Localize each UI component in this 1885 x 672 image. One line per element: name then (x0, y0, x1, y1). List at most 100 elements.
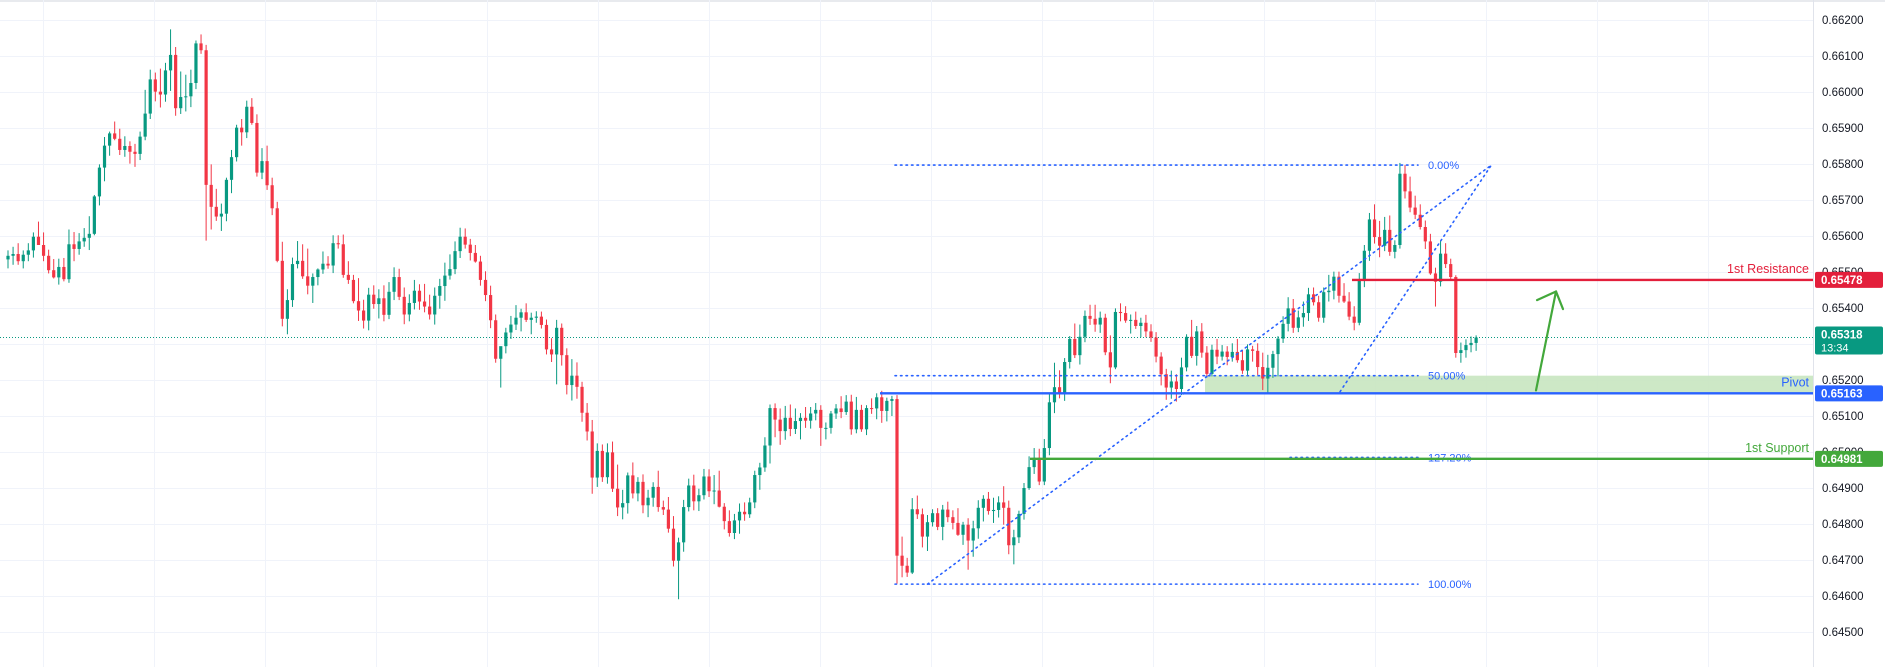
candle-body (270, 185, 274, 209)
candle-body (768, 408, 772, 446)
candle-body (189, 83, 193, 97)
candle-body (1144, 322, 1148, 332)
candle-body (433, 295, 437, 315)
fib-level-label: 100.00% (1428, 579, 1472, 591)
candle-body (656, 486, 660, 508)
price-tag-1st-support[interactable]: 0.64981 (1815, 450, 1883, 467)
candle-body (575, 375, 579, 387)
candle-body (458, 236, 462, 252)
price-tag-pivot-text: 0.65163 (1821, 388, 1863, 400)
candle-body (1444, 253, 1448, 265)
candle-body (16, 254, 20, 262)
candle-body (712, 490, 716, 492)
candle-body (798, 417, 803, 422)
candle-body (102, 145, 107, 168)
candle-body (158, 91, 162, 95)
candle-body (489, 295, 493, 321)
candle-body (214, 206, 218, 217)
candle-body (21, 254, 25, 262)
candle-body (1129, 319, 1133, 321)
candle-body (473, 252, 477, 262)
price-tag-1st-resistance[interactable]: 0.65478 (1815, 271, 1883, 288)
candle-body (138, 136, 142, 154)
candle-body (1103, 317, 1107, 353)
candle-body (1433, 273, 1438, 282)
candle-body (41, 245, 46, 256)
candle-body (224, 179, 229, 214)
candle-body (168, 54, 173, 71)
candle-body (1179, 367, 1184, 389)
candle-body (585, 412, 589, 432)
level-name-label: Pivot (1781, 375, 1809, 389)
price-axis[interactable]: 0.66200 0.66100 0.66000 0.65900 0.65800 0.657… (1815, 15, 1883, 639)
candle-body (1286, 308, 1290, 324)
candle-body (412, 290, 416, 303)
candle-body (11, 254, 15, 256)
candle-body (1225, 351, 1229, 357)
candle-body (1007, 507, 1011, 546)
candle-body (839, 408, 843, 413)
candle-body (809, 413, 813, 421)
candle-body (1022, 488, 1026, 514)
candle-body (783, 417, 787, 432)
price-tick-label: 0.65700 (1822, 195, 1864, 207)
candle-body (1332, 276, 1336, 291)
candle-body (621, 503, 625, 508)
candle-body (717, 490, 721, 507)
candle-body (1078, 336, 1082, 356)
fib-level-label: 50.00% (1428, 371, 1466, 383)
candle-body (1093, 318, 1097, 325)
candle-body (1073, 338, 1077, 356)
candle-body (184, 96, 188, 98)
candle-body (301, 260, 305, 277)
candle-body (92, 196, 96, 234)
candle-body (676, 542, 681, 561)
candle-body (702, 476, 706, 496)
candle-body (341, 244, 345, 275)
candle-body (737, 511, 742, 521)
price-tag-pivot[interactable]: 0.65163 (1815, 385, 1883, 402)
price-tag-pivot-box (1815, 385, 1883, 402)
candle-body (1169, 381, 1173, 388)
candle-body (1068, 338, 1072, 362)
price-tag-1st-resistance-box (1815, 271, 1883, 288)
price-tick-label: 0.65400 (1822, 303, 1864, 315)
candle-body (1469, 342, 1473, 346)
price-tick-label: 0.66100 (1822, 51, 1864, 63)
candle-body (671, 528, 676, 561)
candle-body (595, 450, 599, 478)
candle-body (544, 324, 549, 350)
candle-body (1124, 313, 1128, 321)
fibonacci-tool[interactable]: 0.00%50.00%127.20%100.00% (894, 160, 1493, 591)
candle-body (1220, 351, 1224, 357)
candle-body (743, 511, 747, 515)
candle-body (1113, 311, 1118, 368)
candle-body (306, 276, 310, 286)
candle-body (1200, 331, 1204, 353)
candle-body (773, 408, 777, 420)
candle-body (1164, 374, 1168, 388)
candle-body (372, 294, 376, 305)
candle-body (1134, 319, 1138, 326)
candle-body (1235, 351, 1239, 361)
fib-level-label: 0.00% (1428, 160, 1459, 172)
candle-body (397, 277, 401, 297)
candle-body (1088, 315, 1092, 319)
candle-body (920, 514, 924, 537)
candle-body (504, 332, 508, 347)
candle-body (143, 113, 147, 137)
candle-body (600, 450, 604, 478)
candle-body (941, 509, 945, 527)
candle-body (1012, 537, 1016, 546)
candle-body (311, 277, 315, 286)
candle-body (849, 401, 853, 430)
candle-body (494, 320, 498, 359)
candle-body (402, 296, 406, 315)
candle-body (1240, 360, 1245, 371)
price-tick-label: 0.64700 (1822, 555, 1864, 567)
candle-body (1032, 457, 1036, 468)
price-tick-label: 0.64600 (1822, 591, 1864, 603)
